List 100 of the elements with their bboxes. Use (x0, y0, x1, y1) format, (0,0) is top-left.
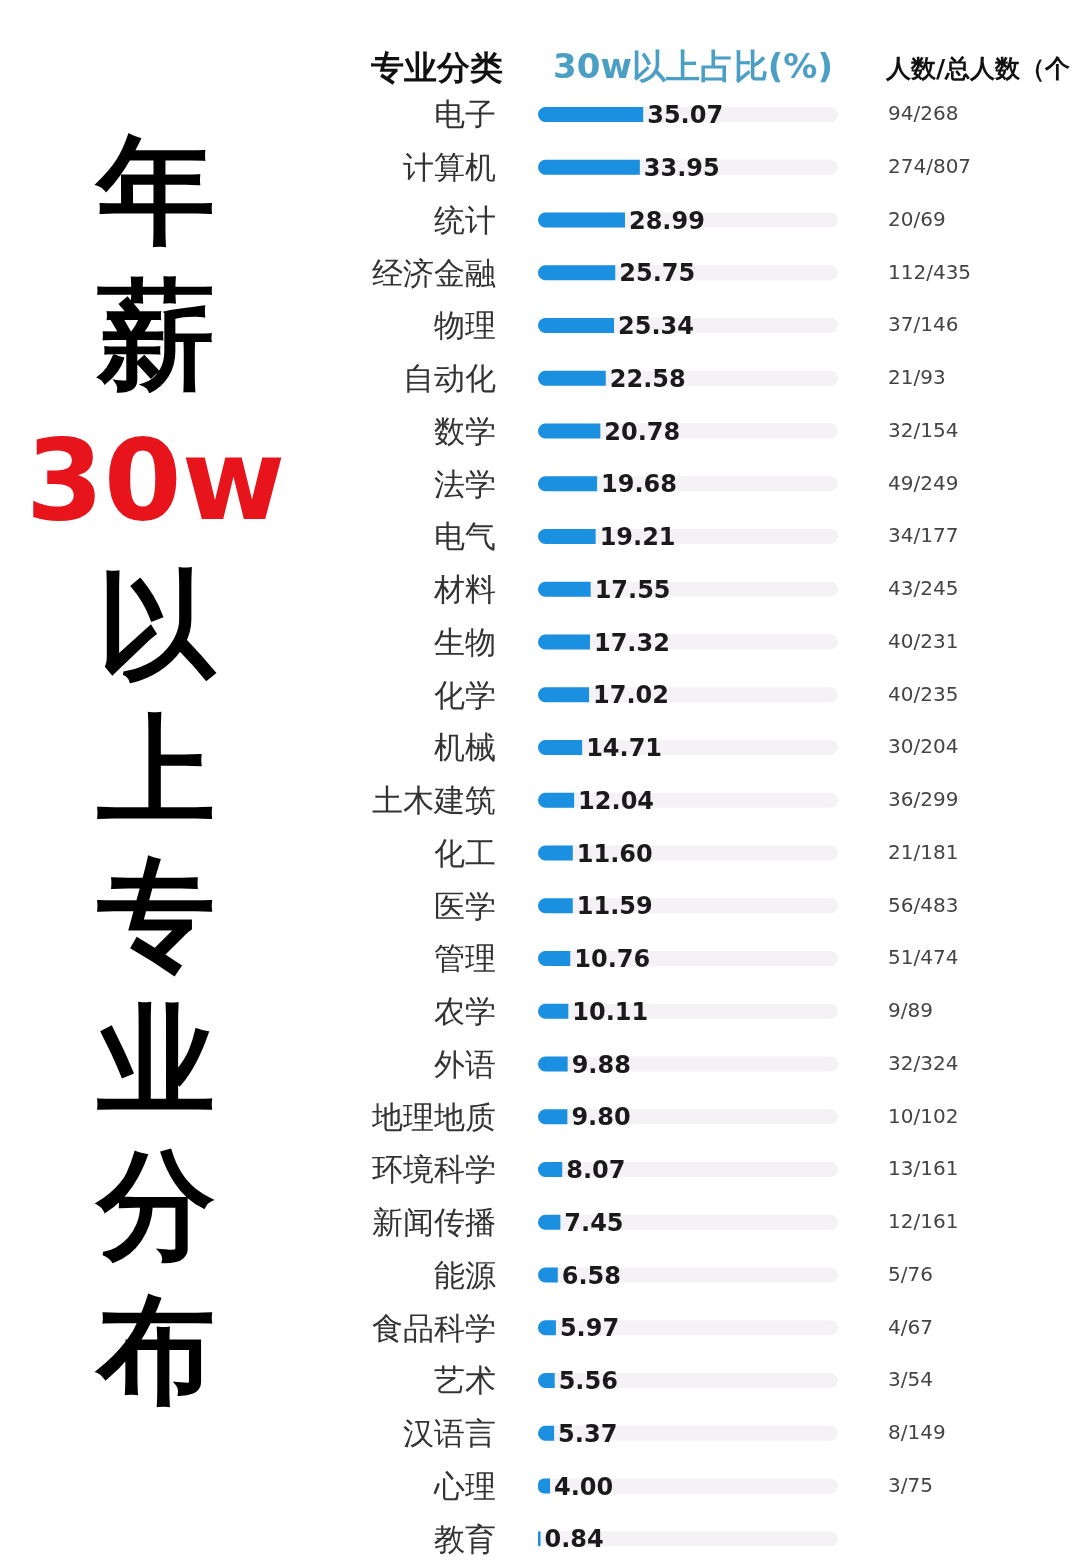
text: 36/299 (888, 787, 959, 812)
data-label: 20.78 (604, 417, 681, 446)
bar (538, 898, 573, 914)
text: 34/177 (888, 523, 959, 548)
y-tick-label: 管理 (434, 940, 496, 977)
bar (538, 1109, 568, 1125)
bar (538, 528, 596, 544)
bar (538, 950, 571, 966)
y-tick-label: 食品科学 (372, 1309, 496, 1346)
data-label: 5.37 (558, 1419, 618, 1448)
text: 49/249 (888, 470, 959, 495)
data-label: 7.45 (564, 1208, 624, 1237)
y-tick-label: 法学 (434, 465, 496, 502)
text: 3/75 (888, 1472, 933, 1497)
bar (538, 634, 590, 650)
data-label: 0.84 (544, 1525, 604, 1554)
bar (538, 687, 590, 703)
text: 10/102 (888, 1103, 959, 1128)
data-label: 5.97 (559, 1314, 620, 1343)
text: 37/146 (888, 312, 959, 337)
bar (538, 423, 601, 439)
data-label: 33.95 (643, 153, 720, 182)
y-tick-label: 材料 (433, 571, 496, 608)
bar (538, 1056, 568, 1072)
bar (538, 792, 575, 808)
data-label: 22.58 (609, 364, 686, 393)
bar (538, 1003, 569, 1019)
y-tick-label: 物理 (434, 307, 496, 344)
text: 4/67 (888, 1314, 933, 1339)
bar (538, 581, 591, 597)
data-label: 17.02 (593, 681, 669, 710)
x-axis-title: 30w以上占比(%) (552, 45, 834, 88)
data-label: 8.07 (566, 1156, 626, 1185)
y-tick-label: 医学 (434, 887, 496, 924)
data-label: 9.80 (571, 1103, 631, 1132)
y-tick-label: 生物 (434, 623, 496, 660)
data-label: 25.75 (619, 259, 696, 288)
text: 43/245 (888, 576, 959, 601)
y-tick-label: 汉语言 (403, 1415, 496, 1452)
text: 94/268 (888, 101, 959, 126)
bar (538, 476, 598, 492)
text: 20/69 (888, 206, 946, 231)
text: 9/89 (888, 998, 933, 1023)
chart-title: 年薪30w以上专业分布 (25, 121, 286, 1419)
data-label: 28.99 (628, 206, 705, 235)
bar (538, 845, 573, 861)
y-tick-label: 环境科学 (372, 1151, 496, 1188)
y-tick-label: 土木建筑 (372, 782, 496, 819)
y-tick-label: 心理 (433, 1467, 496, 1504)
y-tick-label: 电气 (434, 518, 496, 555)
bar (538, 370, 606, 386)
text: 40/231 (888, 628, 959, 653)
y-tick-label: 统计 (434, 201, 496, 238)
data-label: 10.11 (572, 997, 649, 1026)
y-tick-label: 农学 (434, 993, 496, 1030)
y-tick-label: 地理地质 (371, 1098, 496, 1135)
data-label: 10.76 (574, 945, 651, 974)
text: 人数/总人数（个 (886, 53, 1072, 85)
y-tick-label: 数学 (434, 412, 496, 449)
y-tick-label: 化学 (434, 676, 496, 713)
data-label: 5.56 (558, 1367, 618, 1396)
text: 32/154 (888, 417, 959, 442)
data-label: 6.58 (561, 1261, 621, 1290)
y-tick-label: 能源 (434, 1256, 496, 1293)
text: 56/483 (888, 892, 959, 917)
text: 21/181 (888, 839, 959, 864)
data-label: 14.71 (586, 734, 663, 763)
text: 40/235 (888, 681, 959, 706)
data-label: 17.55 (594, 575, 671, 604)
data-label: 35.07 (647, 101, 724, 130)
text: 8/149 (888, 1420, 946, 1445)
text: 51/474 (888, 945, 959, 970)
y-tick-label: 新闻传播 (372, 1204, 496, 1241)
y-tick-label: 艺术 (434, 1362, 496, 1399)
y-tick-label: 自动化 (403, 360, 496, 397)
data-label: 17.32 (593, 628, 670, 657)
bar (538, 739, 583, 755)
text: 32/324 (888, 1050, 959, 1075)
y-tick-label: 计算机 (403, 149, 496, 186)
y-tick-label: 电子 (434, 96, 496, 133)
text: 21/93 (888, 365, 946, 390)
text: 5/76 (888, 1261, 933, 1286)
data-label: 11.60 (576, 839, 653, 868)
data-label: 25.34 (618, 312, 694, 341)
text: 112/435 (888, 259, 972, 284)
data-label: 9.88 (571, 1050, 631, 1079)
y-tick-label: 外语 (434, 1045, 496, 1082)
data-label: 11.59 (576, 892, 653, 921)
y-tick-label: 化工 (434, 834, 496, 871)
y-tick-label: 教育 (434, 1520, 496, 1557)
data-label: 12.04 (578, 786, 655, 815)
text: 13/161 (888, 1156, 959, 1181)
data-label: 19.68 (601, 470, 677, 499)
data-label: 19.21 (599, 523, 676, 552)
text: 12/161 (888, 1209, 959, 1234)
text: 274/807 (888, 154, 972, 179)
y-tick-label: 经济金融 (372, 254, 496, 291)
text: 30/204 (888, 734, 959, 759)
y-axis-title: 专业分类 (370, 47, 503, 89)
y-tick-label: 机械 (434, 729, 496, 766)
